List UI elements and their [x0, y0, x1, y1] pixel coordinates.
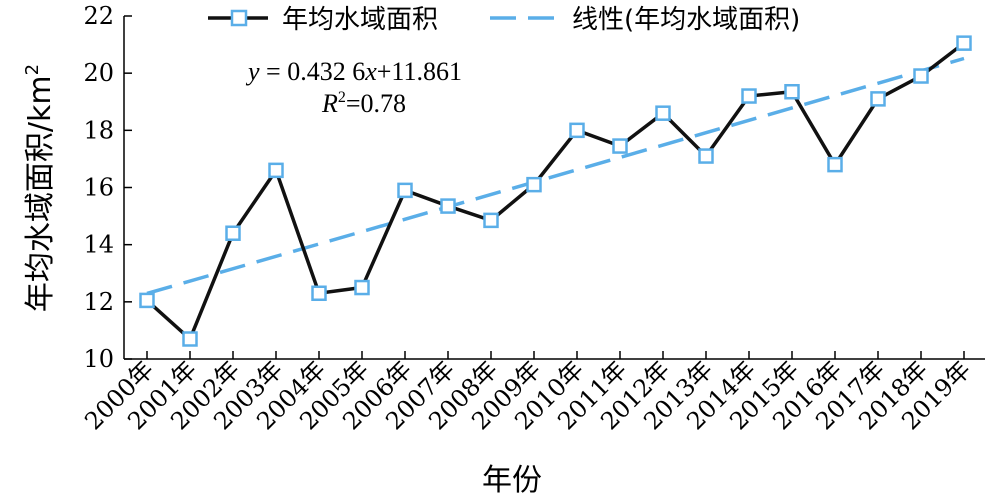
legend-trend-label: 线性(年均水域面积) [572, 5, 800, 35]
data-point [182, 331, 198, 347]
data-point [870, 91, 886, 107]
data-point [956, 35, 972, 51]
data-point [397, 182, 413, 199]
y-ticks: 10 12 14 16 18 20 22 [83, 2, 132, 373]
eq-y: y [245, 57, 260, 86]
data-point [483, 212, 499, 229]
data-point [698, 148, 714, 164]
data-point [440, 198, 456, 214]
y-tick-label: 16 [83, 174, 114, 202]
x-ticks: 2000年2001年2002年2003年2004年2005年2006年2007年… [79, 351, 976, 435]
data-point [225, 225, 241, 241]
r-symbol: R [321, 89, 338, 118]
eq-x: x [364, 57, 377, 86]
y-axis-label: 年均水域面积/km2 [22, 64, 58, 312]
data-point [526, 176, 542, 193]
data-point [311, 285, 327, 302]
r-value: =0.78 [346, 89, 406, 118]
data-point [913, 68, 929, 84]
r-sup: 2 [338, 89, 346, 106]
data-markers [139, 35, 972, 347]
eq-coef: = 0.432 6 [260, 57, 366, 86]
data-point [354, 279, 370, 296]
y-tick-label: 12 [83, 288, 114, 316]
legend-series-label: 年均水域面积 [282, 5, 438, 35]
y-axis-label-sup: 2 [22, 64, 43, 75]
x-axis-label: 年份 [482, 463, 542, 498]
data-point [655, 105, 671, 121]
data-point [784, 83, 800, 100]
data-point [268, 162, 284, 179]
trend-line [146, 56, 965, 296]
y-tick-label: 14 [83, 231, 114, 259]
series-line [145, 41, 966, 342]
data-point [569, 122, 585, 139]
regression-equation: y = 0.432 6x+11.861 [245, 57, 462, 86]
data-point [741, 88, 757, 104]
data-point [139, 292, 155, 309]
data-point [827, 156, 843, 173]
eq-intercept: +11.861 [377, 57, 462, 86]
r-squared: R2=0.78 [321, 89, 406, 118]
y-tick-label: 10 [83, 345, 114, 373]
legend: 年均水域面积 线性(年均水域面积) [208, 5, 800, 35]
legend-series-marker [230, 9, 248, 27]
data-point [612, 138, 628, 154]
y-tick-label: 22 [83, 2, 114, 30]
y-tick-label: 18 [83, 116, 114, 144]
y-tick-label: 20 [83, 59, 114, 87]
